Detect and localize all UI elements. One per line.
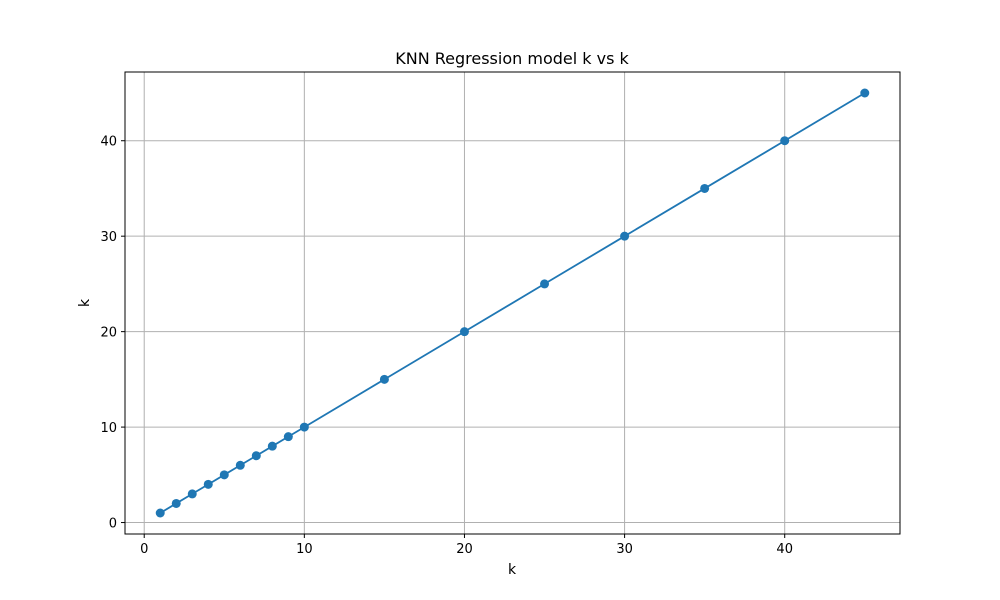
data-point xyxy=(251,451,261,461)
data-point xyxy=(620,231,630,241)
y-tick-label: 40 xyxy=(100,135,117,150)
y-tick-label: 10 xyxy=(100,421,117,436)
data-point xyxy=(219,470,229,480)
data-point xyxy=(459,327,469,337)
data-point xyxy=(379,374,389,384)
x-tick-label: 10 xyxy=(296,542,313,557)
plot-frame xyxy=(124,71,901,535)
x-tick-label: 30 xyxy=(616,542,633,557)
data-point xyxy=(540,279,550,289)
data-point xyxy=(700,183,710,193)
y-tick-label: 20 xyxy=(100,326,117,341)
chart-title: KNN Regression model k vs k xyxy=(395,49,629,68)
data-point xyxy=(267,441,277,451)
data-point xyxy=(235,460,245,470)
y-tick-label: 0 xyxy=(109,517,117,532)
data-point xyxy=(171,498,181,508)
series-line xyxy=(159,92,866,514)
data-series xyxy=(155,88,870,518)
y-axis-label: k xyxy=(77,298,93,307)
data-point xyxy=(203,479,213,489)
data-point xyxy=(283,432,293,442)
data-point xyxy=(155,508,165,518)
data-point xyxy=(860,88,870,98)
x-tick-label: 40 xyxy=(776,542,793,557)
x-axis-label: k xyxy=(508,562,517,578)
data-point xyxy=(187,489,197,499)
y-tick-label: 30 xyxy=(100,230,117,245)
x-tick-label: 0 xyxy=(140,542,148,557)
grid xyxy=(125,72,900,534)
axis-ticks: 0 10 20 30 40 0 10 20 30 40 xyxy=(100,135,793,557)
data-point xyxy=(780,136,790,146)
data-point xyxy=(299,422,309,432)
x-tick-label: 20 xyxy=(456,542,473,557)
